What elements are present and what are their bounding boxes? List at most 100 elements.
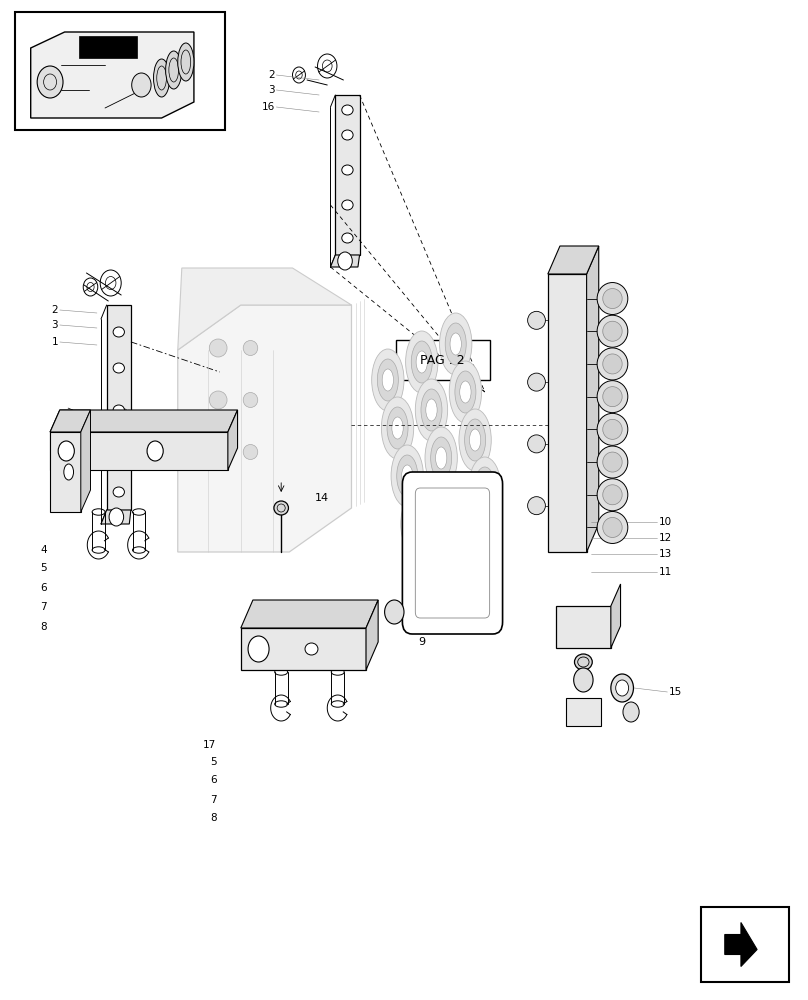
Polygon shape (101, 510, 131, 524)
Ellipse shape (597, 413, 628, 445)
Ellipse shape (113, 447, 124, 457)
Text: 10: 10 (659, 517, 671, 527)
Text: 7: 7 (40, 602, 47, 612)
Ellipse shape (445, 495, 457, 517)
Ellipse shape (597, 381, 628, 413)
Ellipse shape (243, 444, 258, 460)
Text: 13: 13 (659, 549, 671, 559)
Ellipse shape (342, 105, 353, 115)
Text: 3: 3 (268, 85, 275, 95)
Ellipse shape (113, 405, 124, 415)
Ellipse shape (455, 371, 476, 413)
Polygon shape (548, 246, 599, 274)
Ellipse shape (113, 363, 124, 373)
Ellipse shape (528, 435, 545, 453)
Polygon shape (556, 606, 611, 648)
Ellipse shape (342, 200, 353, 210)
Ellipse shape (597, 511, 628, 543)
Text: 6: 6 (210, 775, 217, 785)
Polygon shape (228, 410, 238, 470)
Polygon shape (335, 95, 360, 255)
Text: 12: 12 (659, 533, 671, 543)
Ellipse shape (406, 331, 438, 393)
Ellipse shape (450, 333, 461, 355)
Ellipse shape (411, 513, 423, 535)
Text: 2: 2 (268, 70, 275, 80)
Ellipse shape (603, 517, 622, 537)
Polygon shape (241, 628, 366, 670)
Bar (701, 907, 789, 982)
Polygon shape (611, 584, 621, 648)
Ellipse shape (603, 289, 622, 309)
Polygon shape (566, 698, 601, 726)
Circle shape (109, 508, 124, 526)
Ellipse shape (166, 51, 182, 89)
Text: 3: 3 (52, 320, 58, 330)
Text: 14: 14 (315, 493, 329, 503)
Ellipse shape (431, 437, 452, 479)
Ellipse shape (474, 467, 495, 509)
Circle shape (132, 73, 151, 97)
Ellipse shape (440, 313, 472, 375)
Ellipse shape (597, 315, 628, 347)
Ellipse shape (372, 349, 404, 411)
Ellipse shape (392, 417, 403, 439)
Ellipse shape (406, 503, 427, 545)
Ellipse shape (603, 485, 622, 505)
Text: 8: 8 (210, 813, 217, 823)
Text: 9: 9 (419, 637, 426, 647)
Ellipse shape (459, 409, 491, 471)
Text: 6: 6 (40, 583, 47, 593)
Ellipse shape (342, 130, 353, 140)
Ellipse shape (425, 427, 457, 489)
Text: 7: 7 (210, 795, 217, 805)
Polygon shape (50, 410, 238, 432)
Ellipse shape (426, 399, 437, 421)
Circle shape (616, 680, 629, 696)
Polygon shape (587, 246, 599, 552)
Circle shape (611, 674, 633, 702)
Text: PAG . 2: PAG . 2 (420, 354, 465, 366)
Ellipse shape (460, 381, 471, 403)
Ellipse shape (209, 339, 227, 357)
Polygon shape (31, 32, 194, 118)
Ellipse shape (603, 354, 622, 374)
Ellipse shape (209, 443, 227, 461)
Ellipse shape (416, 351, 427, 373)
Ellipse shape (465, 419, 486, 461)
Ellipse shape (528, 311, 545, 329)
Ellipse shape (154, 59, 170, 97)
Ellipse shape (382, 369, 393, 391)
Ellipse shape (603, 321, 622, 341)
Circle shape (574, 668, 593, 692)
Ellipse shape (377, 359, 398, 401)
Text: 1: 1 (52, 337, 58, 347)
Ellipse shape (603, 452, 622, 472)
Polygon shape (366, 600, 378, 670)
Ellipse shape (603, 419, 622, 439)
Circle shape (37, 66, 63, 98)
Text: 5: 5 (40, 563, 47, 573)
Ellipse shape (305, 643, 318, 655)
Ellipse shape (243, 392, 258, 407)
Bar (396, 340, 490, 380)
Ellipse shape (113, 487, 124, 497)
Bar (79, 36, 137, 58)
Ellipse shape (436, 447, 447, 469)
Ellipse shape (274, 501, 288, 515)
Ellipse shape (528, 373, 545, 391)
Ellipse shape (574, 654, 592, 670)
Ellipse shape (243, 340, 258, 356)
Polygon shape (330, 255, 360, 267)
Ellipse shape (178, 43, 194, 81)
Ellipse shape (342, 165, 353, 175)
Ellipse shape (113, 327, 124, 337)
Text: 15: 15 (669, 687, 682, 697)
Ellipse shape (402, 465, 413, 487)
Ellipse shape (597, 348, 628, 380)
FancyBboxPatch shape (402, 472, 503, 634)
Ellipse shape (479, 477, 490, 499)
Circle shape (385, 600, 404, 624)
Ellipse shape (342, 233, 353, 243)
Ellipse shape (401, 493, 433, 555)
